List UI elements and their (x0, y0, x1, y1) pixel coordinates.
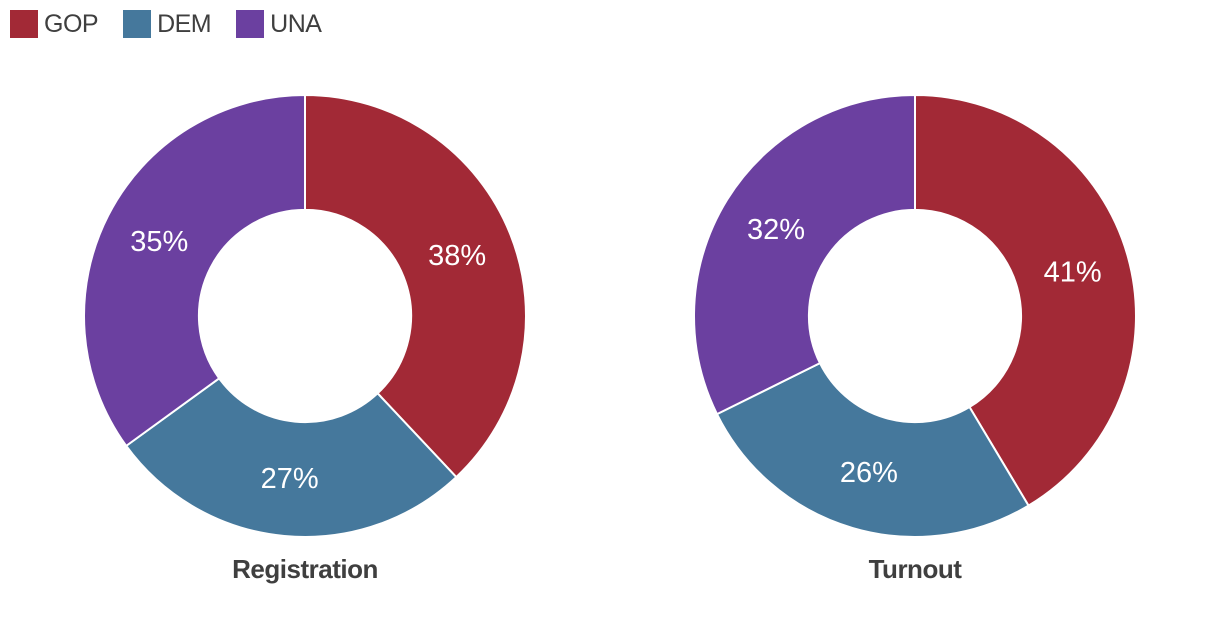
legend-label-dem: DEM (157, 10, 212, 38)
registration-slice-una (83, 94, 306, 447)
legend-item-gop: GOP (10, 10, 99, 38)
donut-svg-turnout: 41% 26% 32% (693, 94, 1137, 538)
registration-slice-label-gop: 38% (428, 240, 486, 272)
legend-swatch-dem (123, 10, 152, 38)
registration-slice-label-dem: 27% (261, 463, 319, 495)
turnout-slice-una (693, 94, 916, 416)
legend-item-una: UNA (236, 10, 322, 38)
registration-slice-dem (125, 377, 458, 538)
donut-svg-registration: 38% 27% 35% (83, 94, 527, 538)
legend-label-una: UNA (270, 10, 322, 38)
registration-slice-label-una: 35% (130, 226, 188, 258)
donut-chart-turnout: 41% 26% 32% Turnout (692, 93, 1138, 585)
turnout-slice-gop (914, 94, 1137, 507)
turnout-slice-label-gop: 41% (1044, 256, 1102, 288)
donut-chart-registration: 38% 27% 35% Registration (82, 93, 528, 585)
legend-swatch-gop (10, 10, 38, 38)
legend-label-gop: GOP (44, 10, 99, 38)
chart-title-turnout: Turnout (868, 554, 962, 584)
legend-swatch-una (236, 10, 265, 38)
turnout-slice-label-una: 32% (747, 214, 805, 246)
registration-slice-gop (304, 94, 527, 479)
turnout-slice-label-dem: 26% (840, 457, 898, 489)
legend-item-dem: DEM (123, 10, 212, 38)
chart-title-registration: Registration (232, 554, 378, 584)
legend: GOP DEM UNA (10, 10, 346, 38)
turnout-slice-dem (715, 362, 1030, 538)
